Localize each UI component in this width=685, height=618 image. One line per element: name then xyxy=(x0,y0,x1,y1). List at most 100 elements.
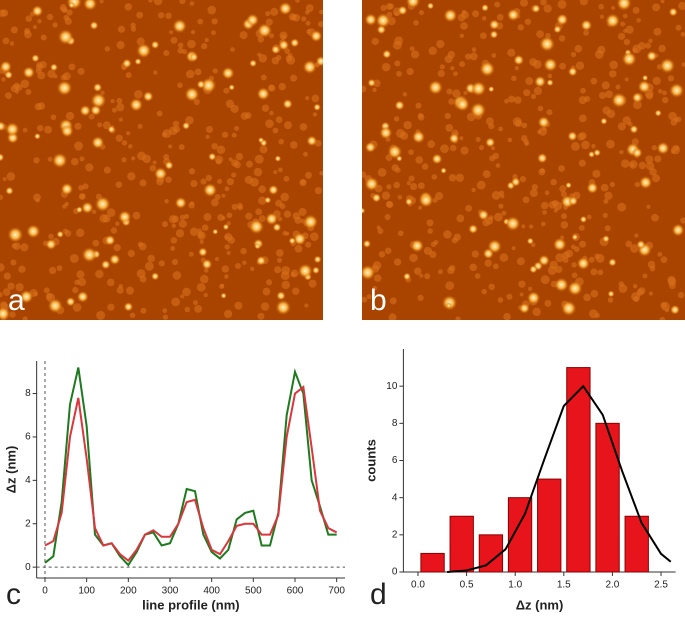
grain xyxy=(48,266,57,275)
grain xyxy=(583,293,591,302)
bar xyxy=(624,515,649,573)
x-axis-label: Δz (nm) xyxy=(516,597,564,612)
particle xyxy=(375,12,391,29)
particle xyxy=(567,131,578,142)
grain xyxy=(659,316,666,320)
particle xyxy=(31,5,44,17)
grain xyxy=(153,0,163,6)
particle xyxy=(282,98,293,110)
particle xyxy=(60,182,74,196)
grain xyxy=(196,282,206,292)
grain xyxy=(605,90,614,99)
grain xyxy=(5,92,12,99)
grain xyxy=(168,215,178,224)
grain xyxy=(636,18,641,23)
grain xyxy=(285,55,293,62)
grain xyxy=(283,210,292,218)
particle xyxy=(362,239,372,248)
grain xyxy=(268,84,276,92)
grain xyxy=(280,192,290,202)
grain xyxy=(124,3,133,11)
bar xyxy=(449,515,474,573)
grain xyxy=(507,48,516,57)
grain xyxy=(273,170,278,175)
grain xyxy=(99,0,104,4)
grain xyxy=(532,59,542,69)
grain xyxy=(281,280,290,290)
particle xyxy=(275,299,292,316)
grain xyxy=(245,212,253,220)
particle xyxy=(293,232,307,246)
grain xyxy=(319,9,323,15)
grain xyxy=(417,112,424,119)
particle xyxy=(274,155,282,162)
grain xyxy=(386,184,392,190)
grain xyxy=(115,221,120,226)
grain xyxy=(482,170,491,178)
grain xyxy=(201,43,208,50)
particle xyxy=(56,80,73,96)
grain xyxy=(424,273,431,280)
fit-curve xyxy=(447,384,672,573)
grain xyxy=(184,306,191,313)
grain xyxy=(60,74,68,81)
grain xyxy=(205,134,210,139)
grain xyxy=(469,263,477,272)
grain xyxy=(523,89,531,97)
grain xyxy=(638,42,646,50)
grain xyxy=(224,186,230,192)
particle xyxy=(637,80,651,94)
grain xyxy=(418,9,425,16)
grain xyxy=(449,144,457,152)
particle xyxy=(264,196,272,204)
grain xyxy=(471,250,479,258)
grain xyxy=(116,40,125,50)
grain xyxy=(192,300,198,306)
y-tick-label: 0 xyxy=(25,562,31,573)
particle xyxy=(556,13,569,26)
grain xyxy=(620,21,626,27)
grain xyxy=(437,269,443,275)
grain xyxy=(622,13,628,19)
grain xyxy=(532,307,541,317)
grain xyxy=(539,168,545,174)
particle xyxy=(0,153,5,162)
grain xyxy=(216,145,226,155)
grain xyxy=(632,100,642,110)
grain xyxy=(156,110,163,117)
grain xyxy=(228,157,233,162)
grain xyxy=(127,249,136,258)
grain xyxy=(478,145,485,151)
grain xyxy=(130,22,136,29)
particle xyxy=(174,196,187,209)
grain xyxy=(137,123,143,129)
profile-line xyxy=(44,367,337,567)
grain xyxy=(652,3,661,12)
panel-label: b xyxy=(370,284,387,317)
particle xyxy=(123,301,134,312)
grain xyxy=(56,265,63,271)
grain xyxy=(503,312,511,320)
grain xyxy=(170,36,178,44)
grain xyxy=(171,223,177,229)
grain xyxy=(455,316,461,320)
grain xyxy=(197,228,203,234)
grain xyxy=(540,275,550,285)
grain xyxy=(82,183,89,190)
panel-label: a xyxy=(8,284,25,317)
particle xyxy=(306,135,318,147)
grain xyxy=(214,256,219,261)
particle xyxy=(100,259,111,270)
grain xyxy=(11,243,18,249)
grain xyxy=(520,0,528,7)
grain xyxy=(409,46,415,52)
grain xyxy=(393,258,402,266)
grain xyxy=(292,212,301,220)
grain xyxy=(642,273,648,279)
grain xyxy=(673,145,680,151)
particle xyxy=(109,253,121,266)
particle xyxy=(411,130,426,144)
grain xyxy=(309,232,319,241)
particle xyxy=(122,58,132,69)
grain xyxy=(221,265,229,273)
